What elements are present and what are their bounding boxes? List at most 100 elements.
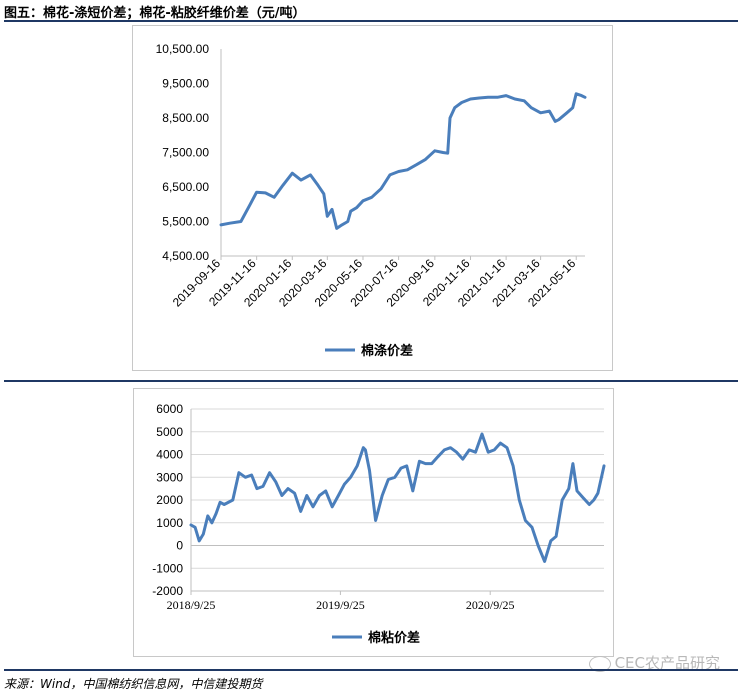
data-point: [561, 499, 563, 501]
data-point: [469, 98, 472, 100]
data-point: [371, 196, 373, 198]
x-tick-label: 2018/9/25: [167, 598, 216, 612]
data-point: [449, 447, 452, 449]
data-point: [544, 560, 546, 562]
data-point: [291, 172, 293, 174]
data-point: [331, 208, 333, 210]
data-point: [530, 107, 532, 109]
data-point: [202, 533, 204, 535]
data-point: [300, 510, 302, 512]
y-tick-label: 8,500.00: [162, 111, 209, 125]
data-point: [554, 120, 556, 122]
data-point: [362, 200, 364, 202]
data-point: [555, 535, 557, 537]
data-point: [442, 151, 444, 154]
y-tick-label: 6,500.00: [162, 180, 209, 194]
data-point: [364, 449, 366, 451]
data-point: [550, 540, 552, 542]
y-tick-label: 5000: [156, 425, 183, 439]
data-point: [282, 184, 284, 186]
data-point: [588, 503, 590, 506]
data-point: [207, 515, 209, 517]
data-point: [343, 483, 346, 485]
data-point: [273, 196, 275, 198]
middle-rule: [4, 380, 738, 382]
legend-label: 棉涤价差: [361, 343, 413, 359]
data-point: [558, 119, 560, 121]
data-point: [406, 169, 408, 171]
data-point: [481, 433, 483, 435]
data-point: [434, 150, 436, 152]
data-point: [341, 224, 343, 226]
data-point: [190, 524, 192, 526]
x-tick-label: 2020/9/25: [466, 598, 515, 612]
data-point: [394, 476, 396, 478]
data-point: [269, 472, 271, 474]
figure-title: 图五：棉花-涤短价差；棉花-粘胶纤维价差（元/吨）: [4, 6, 306, 21]
y-tick-label: -2000: [152, 584, 183, 598]
y-tick-label: 2000: [156, 493, 183, 507]
data-point: [318, 494, 321, 497]
data-point: [412, 490, 414, 492]
data-point: [478, 97, 480, 99]
series-line: [189, 432, 606, 563]
data-point: [331, 506, 333, 508]
data-point: [244, 476, 246, 478]
y-tick-label: 9,500.00: [162, 77, 209, 91]
data-point: [524, 519, 526, 522]
data-point: [474, 451, 477, 453]
data-point: [381, 494, 383, 497]
data-point: [317, 184, 319, 186]
bottom-rule: [4, 669, 738, 671]
data-point: [256, 191, 258, 193]
data-point: [424, 463, 427, 465]
data-point: [323, 193, 325, 195]
data-point: [468, 449, 470, 451]
data-point: [575, 93, 577, 95]
data-point: [454, 107, 456, 109]
y-tick-label: 4,500.00: [162, 249, 209, 263]
data-point: [336, 227, 338, 229]
data-point: [215, 513, 217, 515]
data-point: [406, 465, 408, 467]
data-point: [287, 488, 289, 490]
y-tick-label: 5,500.00: [162, 215, 209, 229]
data-point: [584, 96, 586, 98]
data-point: [576, 490, 578, 492]
data-point: [462, 458, 464, 460]
data-point: [251, 474, 253, 476]
data-point: [487, 451, 489, 453]
data-point: [398, 170, 400, 173]
data-point: [512, 465, 514, 467]
data-point: [593, 499, 595, 501]
data-point: [506, 447, 508, 449]
data-point: [294, 492, 296, 494]
data-point: [368, 469, 371, 471]
data-point: [443, 449, 445, 451]
data-point: [580, 95, 583, 97]
data-point: [194, 526, 196, 528]
data-point: [461, 101, 463, 104]
data-point: [387, 478, 389, 481]
data-point: [493, 449, 495, 451]
data-point: [449, 117, 451, 119]
data-point: [240, 220, 242, 223]
y-tick-label: 3000: [156, 470, 183, 484]
y-tick-label: 6000: [156, 402, 183, 416]
chart-cotton-viscose-svg: -2000 -1000 0 1000 2000 3000 4000 5000 6000 2018/…: [152, 402, 606, 646]
data-point: [582, 497, 584, 499]
data-point: [416, 164, 418, 166]
wechat-icon: [588, 655, 611, 672]
chart-cotton-polyester-svg: 4,500.00 5,500.00 6,500.00 7,500.00 8,500.00…: [156, 42, 587, 359]
data-point: [350, 476, 352, 478]
data-point: [389, 174, 391, 176]
x-tick-label: 2019/9/25: [316, 598, 365, 612]
data-point: [350, 210, 352, 212]
data-point: [603, 465, 605, 467]
top-rule: [4, 20, 738, 22]
data-point: [326, 215, 328, 217]
data-point: [437, 456, 439, 458]
watermark: CEC农产品研究: [588, 652, 720, 673]
data-point: [362, 447, 364, 449]
data-point: [400, 467, 402, 469]
